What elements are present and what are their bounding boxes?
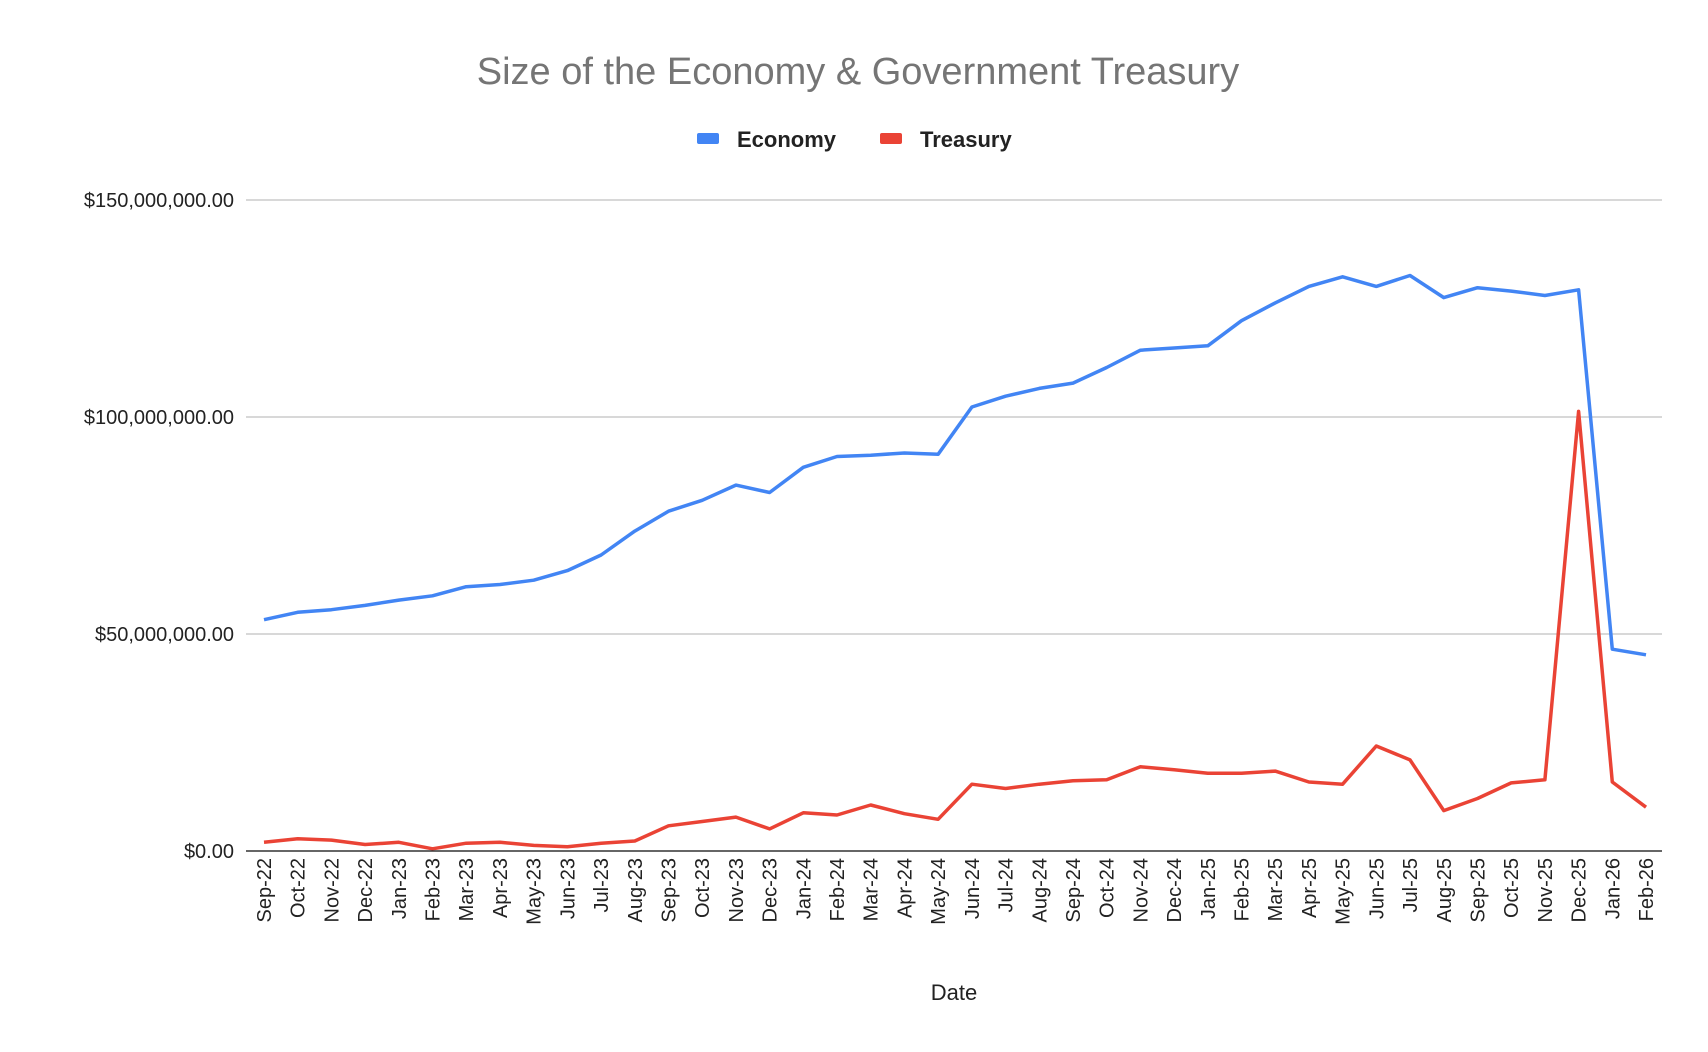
legend-label-economy: Economy bbox=[737, 127, 837, 152]
legend-swatch-treasury bbox=[880, 133, 902, 144]
x-tick-label: Jun-24 bbox=[962, 858, 984, 919]
chart-title: Size of the Economy & Government Treasur… bbox=[477, 51, 1239, 93]
x-tick-label: Oct-24 bbox=[1097, 858, 1119, 918]
y-tick-label: $50,000,000.00 bbox=[95, 624, 234, 646]
x-tick-label: Sep-22 bbox=[254, 858, 276, 923]
legend-label-treasury: Treasury bbox=[920, 127, 1012, 152]
x-tick-label: Feb-26 bbox=[1636, 858, 1658, 921]
x-tick-label: May-23 bbox=[524, 858, 546, 925]
y-axis-ticks: $0.00 $50,000,000.00 $100,000,000.00 $150,0… bbox=[84, 190, 234, 863]
x-axis-label: Date bbox=[931, 980, 977, 1005]
x-tick-label: Feb-23 bbox=[423, 858, 445, 921]
x-tick-label: Nov-23 bbox=[726, 858, 748, 922]
x-tick-label: Jan-26 bbox=[1602, 858, 1624, 919]
x-tick-label: Feb-24 bbox=[827, 858, 849, 921]
x-tick-label: Feb-25 bbox=[1232, 858, 1254, 921]
x-tick-label: Oct-23 bbox=[692, 858, 714, 918]
x-tick-label: Dec-23 bbox=[760, 858, 782, 922]
x-tick-label: Nov-22 bbox=[321, 858, 343, 922]
series-lines bbox=[263, 273, 1648, 851]
x-tick-label: Oct-25 bbox=[1501, 858, 1523, 918]
x-tick-label: Jul-24 bbox=[996, 858, 1018, 912]
x-tick-label: Jun-25 bbox=[1366, 858, 1388, 919]
x-tick-label: Jan-24 bbox=[793, 858, 815, 919]
x-tick-label: Jun-23 bbox=[557, 858, 579, 919]
x-tick-label: Jul-25 bbox=[1400, 858, 1422, 912]
x-tick-label: Sep-23 bbox=[658, 858, 680, 923]
legend: Economy Treasury bbox=[697, 127, 1012, 152]
y-tick-label: $150,000,000.00 bbox=[84, 190, 234, 212]
x-tick-label: Nov-24 bbox=[1130, 858, 1152, 922]
x-tick-label: Oct-22 bbox=[288, 858, 310, 918]
y-tick-label: $100,000,000.00 bbox=[84, 407, 234, 429]
x-tick-label: Apr-24 bbox=[894, 858, 916, 918]
x-tick-label: May-24 bbox=[928, 858, 950, 925]
x-tick-label: Jul-23 bbox=[591, 858, 613, 912]
x-tick-label: Mar-25 bbox=[1265, 858, 1287, 921]
x-tick-label: Dec-25 bbox=[1569, 858, 1591, 922]
x-tick-label: Dec-24 bbox=[1164, 858, 1186, 922]
x-tick-label: May-25 bbox=[1333, 858, 1355, 925]
x-tick-label: Apr-25 bbox=[1299, 858, 1321, 918]
x-tick-label: Nov-25 bbox=[1535, 858, 1557, 922]
series-line-treasury bbox=[263, 409, 1648, 851]
gridlines bbox=[246, 199, 1662, 635]
x-axis-ticks: Sep-22 Oct-22 Nov-22 Dec-22 Jan-23 Feb-23 Mar-… bbox=[254, 858, 1658, 925]
x-tick-label: Apr-23 bbox=[490, 858, 512, 918]
legend-swatch-economy bbox=[697, 133, 719, 144]
x-tick-label: Sep-24 bbox=[1063, 858, 1085, 923]
series-line-economy bbox=[263, 273, 1647, 657]
x-tick-label: Mar-23 bbox=[456, 858, 478, 921]
x-tick-label: Aug-24 bbox=[1029, 858, 1051, 923]
x-tick-label: Aug-25 bbox=[1434, 858, 1456, 923]
y-tick-label: $0.00 bbox=[184, 841, 234, 863]
x-tick-label: Aug-23 bbox=[625, 858, 647, 923]
x-tick-label: Mar-24 bbox=[861, 858, 883, 921]
x-tick-label: Dec-22 bbox=[355, 858, 377, 922]
x-tick-label: Sep-25 bbox=[1467, 858, 1489, 923]
x-tick-label: Jan-23 bbox=[389, 858, 411, 919]
x-tick-label: Jan-25 bbox=[1198, 858, 1220, 919]
